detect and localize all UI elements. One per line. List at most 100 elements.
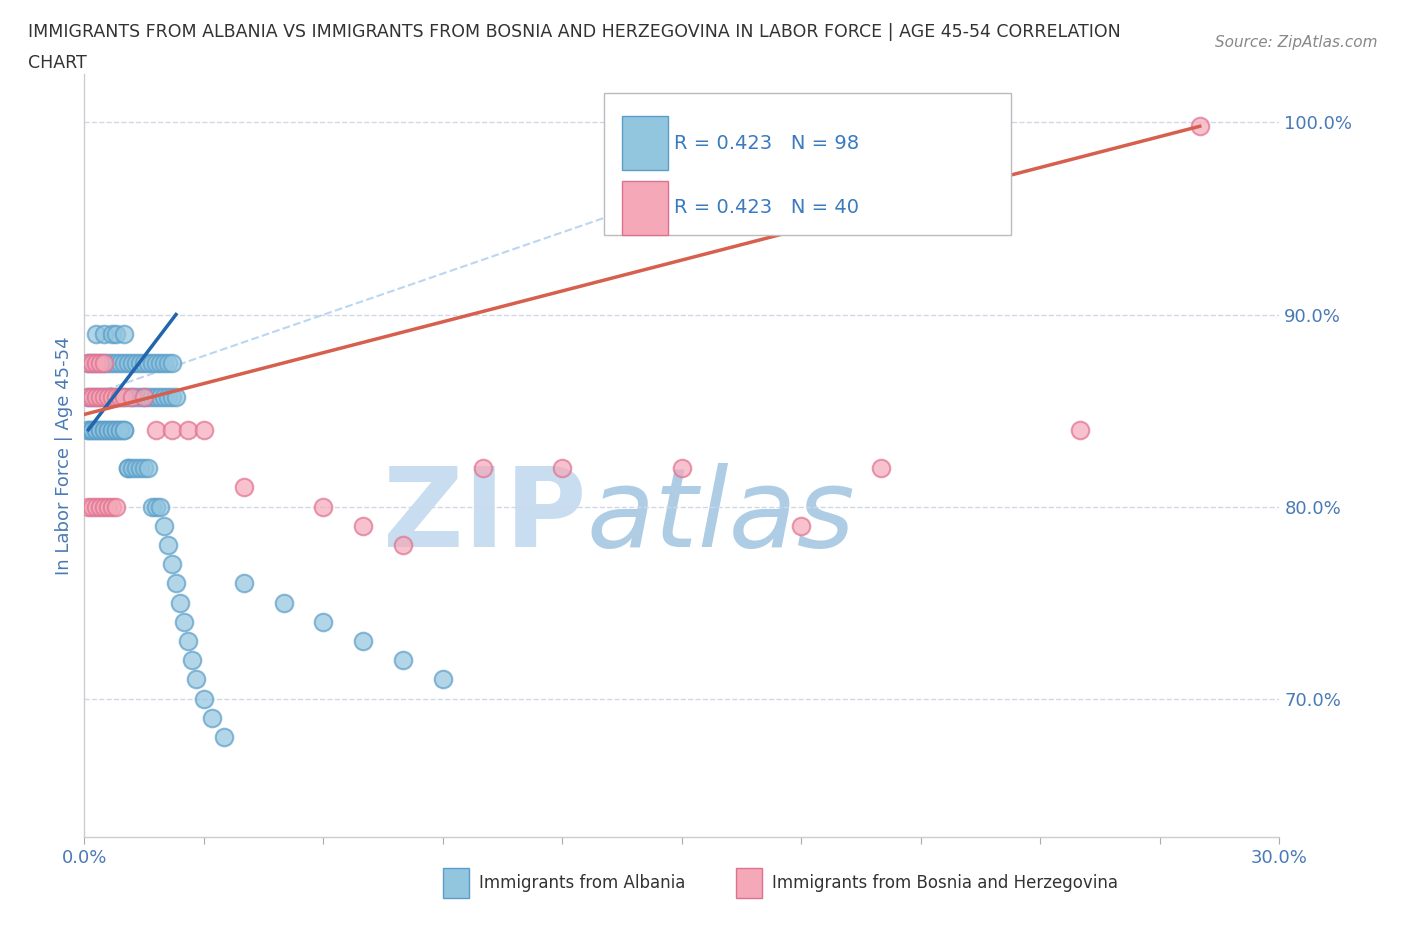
Point [153,355,176,370]
Point [112,355,135,370]
Point [82,390,104,405]
Point [105,326,128,341]
Point [105,390,128,405]
Point [160,422,183,437]
Point [82,355,104,370]
Point [105,422,128,437]
Point [160,557,183,572]
Point [105,390,128,405]
Point [97,499,120,514]
FancyBboxPatch shape [735,868,762,898]
Point [201,711,224,725]
Point [89,390,111,405]
Point [136,355,159,370]
Point [165,576,187,591]
Point [129,460,152,475]
Point [101,355,124,370]
Point [101,390,124,405]
Point [145,422,167,437]
Point [82,422,104,437]
Point [136,390,159,405]
Text: R = 0.423   N = 40: R = 0.423 N = 40 [673,198,859,218]
Point [141,499,163,514]
Point [93,390,115,405]
FancyBboxPatch shape [623,116,668,170]
Point [112,390,135,405]
Point [82,355,104,370]
Point [193,691,215,706]
Point [77,422,100,437]
Point [551,460,574,475]
Point [121,460,143,475]
Point [145,499,167,514]
Point [132,390,156,405]
Point [149,499,172,514]
Point [77,499,100,514]
Point [93,422,115,437]
Point [149,355,172,370]
Point [125,390,148,405]
Point [132,460,156,475]
Point [181,653,204,668]
Point [105,355,128,370]
Point [790,518,813,533]
Point [121,390,143,405]
Point [132,390,156,405]
Point [101,422,124,437]
Point [101,499,124,514]
Point [132,355,156,370]
Point [97,422,120,437]
Point [145,390,167,405]
Point [112,422,135,437]
Y-axis label: In Labor Force | Age 45-54: In Labor Force | Age 45-54 [55,337,73,575]
Point [86,355,108,370]
Point [97,390,120,405]
Point [352,633,374,648]
Point [89,499,111,514]
Point [165,390,187,405]
Point [153,518,176,533]
Point [121,355,143,370]
Point [101,390,124,405]
Point [86,326,108,341]
Point [160,355,183,370]
Point [97,422,120,437]
Point [153,390,176,405]
Point [86,499,108,514]
Point [141,390,163,405]
Point [232,576,254,591]
Point [86,422,108,437]
Point [105,499,128,514]
Point [89,422,111,437]
Point [93,355,115,370]
Point [392,653,415,668]
Point [89,355,111,370]
Point [125,355,148,370]
Point [125,460,148,475]
Text: atlas: atlas [586,463,855,570]
Point [157,390,180,405]
Point [97,355,120,370]
Point [432,672,454,687]
Point [121,390,143,405]
Point [110,422,132,437]
Point [86,390,108,405]
Point [117,390,139,405]
Point [89,422,111,437]
Point [86,422,108,437]
FancyBboxPatch shape [623,181,668,234]
Text: Immigrants from Bosnia and Herzegovina: Immigrants from Bosnia and Herzegovina [772,874,1118,892]
Point [1069,422,1091,437]
Text: Immigrants from Albania: Immigrants from Albania [479,874,685,892]
Point [149,390,172,405]
Point [177,422,200,437]
Text: IMMIGRANTS FROM ALBANIA VS IMMIGRANTS FROM BOSNIA AND HERZEGOVINA IN LABOR FORCE: IMMIGRANTS FROM ALBANIA VS IMMIGRANTS FR… [28,23,1121,41]
Point [157,355,180,370]
Point [77,355,100,370]
Point [232,480,254,495]
Point [117,355,139,370]
Point [273,595,295,610]
Point [93,355,115,370]
Point [136,460,159,475]
Point [312,615,335,630]
